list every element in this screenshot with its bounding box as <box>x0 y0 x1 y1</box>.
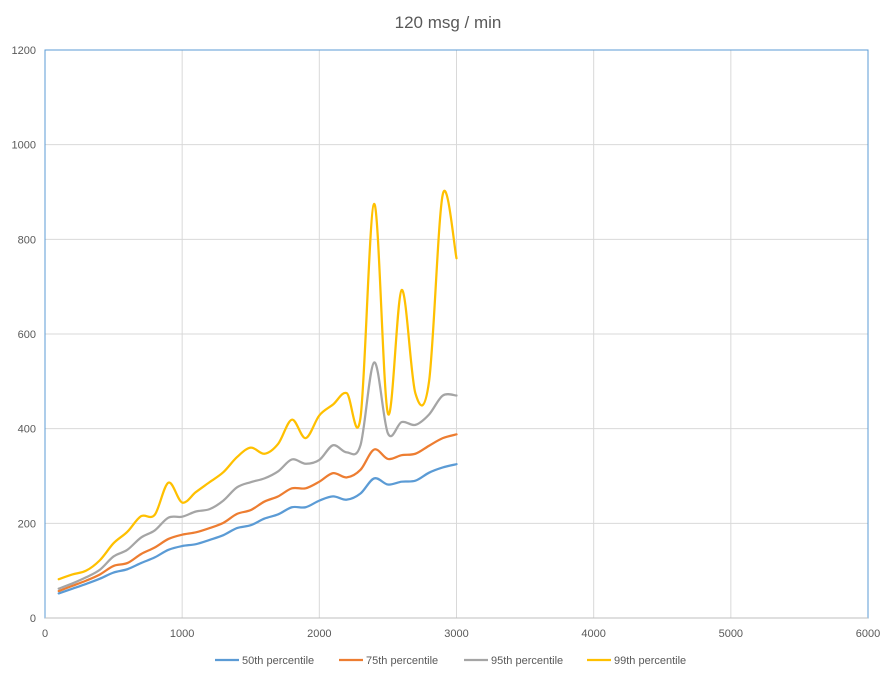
x-tick-label: 0 <box>42 628 48 640</box>
x-tick-label: 6000 <box>856 628 880 640</box>
series-lines <box>57 189 458 595</box>
legend-item-99th-percentile: 99th percentile <box>587 655 686 667</box>
legend-label: 99th percentile <box>614 655 686 667</box>
chart-title: 120 msg / min <box>395 13 502 32</box>
y-tick-label: 600 <box>18 329 36 341</box>
y-tick-label: 200 <box>18 518 36 530</box>
legend-item-95th-percentile: 95th percentile <box>464 655 563 667</box>
series-line-75th-percentile <box>57 433 458 593</box>
x-tick-label: 2000 <box>307 628 331 640</box>
grid <box>44 49 869 619</box>
y-tick-label: 1000 <box>12 140 36 152</box>
x-tick-label: 1000 <box>170 628 194 640</box>
y-tick-label: 400 <box>18 424 36 436</box>
legend-item-50th-percentile: 50th percentile <box>215 655 314 667</box>
y-tick-label: 800 <box>18 234 36 246</box>
x-tick-label: 5000 <box>719 628 743 640</box>
legend-item-75th-percentile: 75th percentile <box>339 655 438 667</box>
x-tick-label: 3000 <box>444 628 468 640</box>
legend-label: 50th percentile <box>242 655 314 667</box>
series-line-50th-percentile <box>57 463 458 595</box>
legend: 50th percentile 75th percentile 95th perce… <box>215 655 686 667</box>
x-tick-label: 4000 <box>581 628 605 640</box>
series-line-99th-percentile <box>57 189 458 581</box>
legend-label: 75th percentile <box>366 655 438 667</box>
series-line-95th-percentile <box>57 361 458 590</box>
legend-label: 95th percentile <box>491 655 563 667</box>
axes: 0 200 400 600 800 1000 1200 0 1000 2000 3000 4000 50… <box>12 45 881 640</box>
y-tick-label: 0 <box>30 613 36 625</box>
y-tick-label: 1200 <box>12 45 36 57</box>
